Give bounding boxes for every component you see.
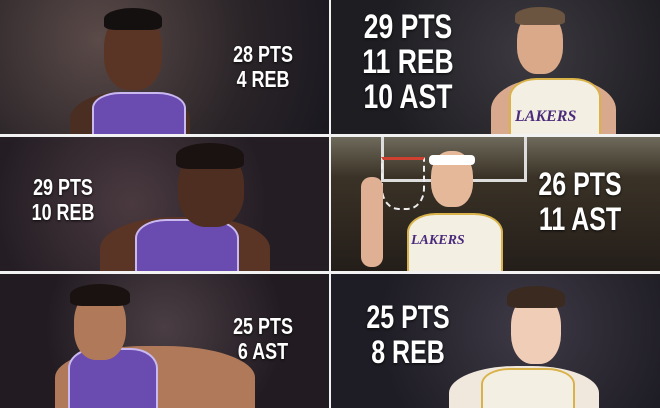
- panel-player-2: LAKERS 29 PTS 11 REB 10 AST: [331, 0, 660, 134]
- stat-line-2: 29 PTS 11 REB 10 AST: [362, 8, 454, 117]
- jersey-wordmark: LAKERS: [515, 108, 577, 125]
- stat-line-6: 25 PTS 8 REB: [366, 300, 449, 369]
- stat-line-3: 29 PTS 10 REB: [32, 175, 95, 225]
- panel-player-3: 29 PTS 10 REB: [0, 137, 329, 271]
- stat-points: 29 PTS: [363, 8, 453, 46]
- stat-assists: 10 AST: [363, 78, 453, 117]
- stat-assists: 11 AST: [538, 200, 622, 237]
- stat-line-4: 26 PTS 11 AST: [538, 167, 621, 236]
- stat-points: 25 PTS: [366, 299, 450, 335]
- stat-line-5: 25 PTS 6 AST: [233, 314, 293, 364]
- hoop-net: [381, 157, 425, 210]
- stat-points: 29 PTS: [33, 174, 93, 200]
- stat-rebounds: 10 REB: [31, 198, 95, 225]
- stat-rebounds: 4 REB: [236, 65, 290, 92]
- stat-rebounds: 11 REB: [362, 43, 454, 82]
- stat-rebounds: 8 REB: [371, 333, 445, 370]
- stat-points: 26 PTS: [538, 166, 622, 202]
- panel-player-4: LAKERS 26 PTS 11 AST: [331, 137, 660, 271]
- stat-assists: 6 AST: [237, 337, 289, 364]
- stat-points: 28 PTS: [233, 41, 293, 67]
- panel-player-1: 28 PTS 4 REB: [0, 0, 329, 134]
- panel-player-6: 25 PTS 8 REB: [331, 274, 660, 408]
- jersey-wordmark: LAKERS: [411, 233, 465, 248]
- stat-points: 25 PTS: [233, 313, 293, 339]
- stat-line-1: 28 PTS 4 REB: [233, 42, 293, 92]
- panel-player-5: 25 PTS 6 AST: [0, 274, 329, 408]
